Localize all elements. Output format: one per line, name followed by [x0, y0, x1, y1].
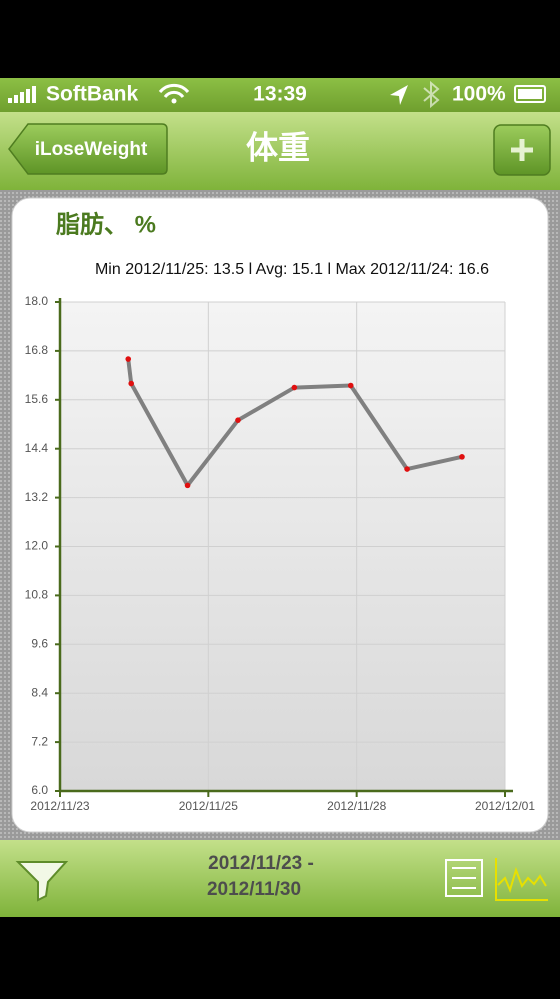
data-point — [125, 356, 132, 362]
wifi-icon — [158, 83, 190, 98]
range-end: 2012/11/30 — [207, 879, 301, 900]
graph-icon[interactable] — [495, 858, 548, 901]
x-tick-label: 2012/12/01 — [475, 799, 535, 813]
data-point — [128, 380, 134, 387]
y-tick-label: 10.8 — [25, 588, 49, 602]
battery-icon — [514, 85, 546, 103]
data-point — [291, 384, 298, 391]
back-button[interactable] — [8, 123, 168, 175]
add-icon — [511, 139, 533, 161]
data-point — [235, 417, 241, 423]
data-point — [459, 454, 465, 460]
bluetooth-icon — [423, 80, 440, 109]
y-tick-label: 8.4 — [31, 685, 48, 699]
back-label: iLoseWeight — [35, 139, 148, 160]
time: 13:39 — [253, 83, 307, 106]
range-start: 2012/11/23 - — [208, 853, 314, 874]
x-tick-label: 2012/11/28 — [327, 799, 386, 813]
plot: 6.0 7.2 8.4 9.6 10.8 12.0 13.2 14.4 15.6 16.8 18.0… — [25, 294, 536, 813]
signal-icon — [8, 86, 36, 103]
data-point — [347, 382, 354, 389]
battery-fill — [518, 89, 542, 99]
y-tick-label: 14.4 — [25, 441, 49, 455]
y-tick-label: 15.6 — [25, 392, 49, 406]
status-bar — [0, 78, 560, 112]
y-tick-label: 12.0 — [25, 539, 49, 553]
y-tick-label: 9.6 — [31, 636, 48, 650]
x-tick-label: 2012/11/25 — [179, 799, 238, 813]
data-line — [126, 358, 463, 488]
chart-title: 脂肪、 % — [56, 210, 156, 238]
y-tick-label: 16.8 — [25, 343, 49, 357]
list-icon[interactable] — [445, 859, 483, 897]
y-tick-label: 13.2 — [25, 490, 49, 504]
data-point — [184, 482, 191, 489]
nav-title: 体重 — [246, 129, 310, 165]
wifi-dot — [171, 98, 177, 104]
y-tick-label: 6.0 — [31, 783, 48, 797]
filter-icon[interactable] — [15, 861, 69, 902]
chart-stats: Min 2012/11/25: 13.5 l Avg: 15.1 l Max 2… — [95, 261, 489, 278]
x-tick-label: 2012/11/23 — [30, 799, 89, 813]
location-icon — [390, 85, 408, 105]
y-tick-label: 18.0 — [25, 294, 49, 308]
battery: 100% — [452, 83, 506, 106]
data-point — [404, 466, 410, 472]
list-icon-lines — [452, 867, 476, 889]
carrier: SoftBank — [46, 83, 138, 106]
y-tick-label: 7.2 — [31, 734, 48, 748]
